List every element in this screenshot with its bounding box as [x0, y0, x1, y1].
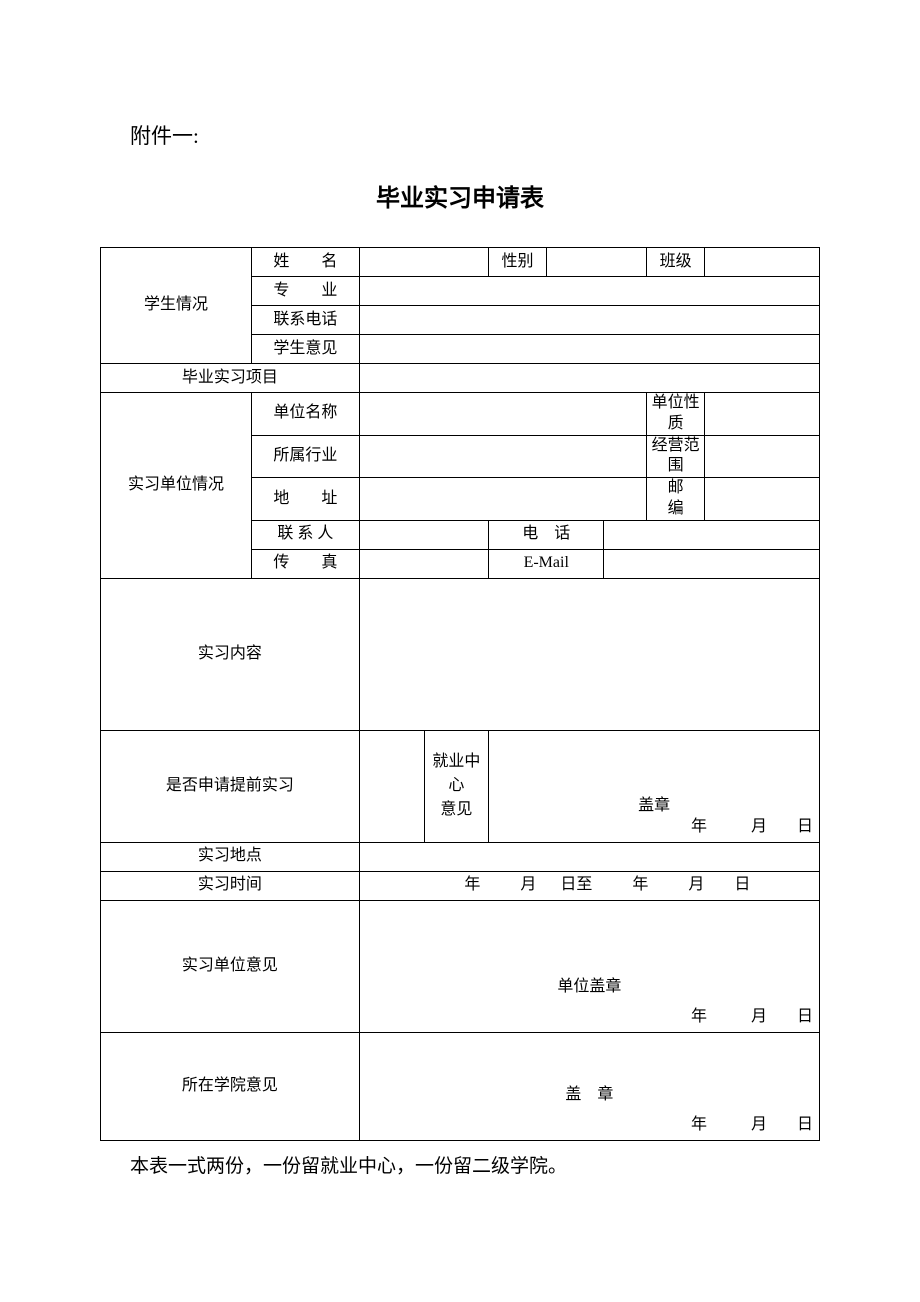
field-address[interactable] [359, 478, 647, 521]
field-project[interactable] [359, 364, 819, 393]
label-student-opinion: 学生意见 [251, 335, 359, 364]
date-line: 年 月 日 [489, 817, 819, 838]
label-contact: 联 系 人 [251, 520, 359, 549]
field-gender[interactable] [546, 248, 647, 277]
label-content: 实习内容 [101, 578, 360, 730]
field-center-opinion[interactable]: 盖章 年 月 日 [489, 730, 820, 842]
label-gender: 性别 [489, 248, 547, 277]
label-unit-opinion: 实习单位意见 [101, 900, 360, 1032]
field-class[interactable] [704, 248, 819, 277]
label-project: 毕业实习项目 [101, 364, 360, 393]
application-form-table: 学生情况 姓 名 性别 班级 专 业 联系电话 学生意见 毕业实习项目 实习单位… [100, 247, 820, 1141]
page-title: 毕业实习申请表 [100, 178, 820, 213]
label-center-opinion: 就业中心 意见 [424, 730, 489, 842]
label-college-opinion: 所在学院意见 [101, 1032, 360, 1140]
field-major[interactable] [359, 277, 819, 306]
field-college-opinion[interactable]: 盖 章 年 月 日 [359, 1032, 819, 1140]
label-name: 姓 名 [251, 248, 359, 277]
date-line: 年 月 日 [360, 1007, 819, 1028]
field-name[interactable] [359, 248, 488, 277]
field-early-apply[interactable] [359, 730, 424, 842]
field-industry[interactable] [359, 435, 647, 478]
footer-note: 本表一式两份，一份留就业中心，一份留二级学院。 [130, 1151, 820, 1178]
label-unit-name: 单位名称 [251, 393, 359, 436]
field-postcode[interactable] [704, 478, 819, 521]
label-tel: 电 话 [489, 520, 604, 549]
field-phone[interactable] [359, 306, 819, 335]
field-unit-nature[interactable] [704, 393, 819, 436]
field-student-opinion[interactable] [359, 335, 819, 364]
attachment-label: 附件一: [130, 120, 820, 150]
date-line: 年 月 日 [360, 1115, 819, 1136]
label-location: 实习地点 [101, 842, 360, 871]
label-class: 班级 [647, 248, 705, 277]
field-location[interactable] [359, 842, 819, 871]
field-time[interactable]: 年 月 日至 年 月 日 [359, 871, 819, 900]
label-early-apply: 是否申请提前实习 [101, 730, 360, 842]
stamp-label: 盖章 [489, 796, 819, 817]
field-email[interactable] [604, 549, 820, 578]
label-major: 专 业 [251, 277, 359, 306]
label-industry: 所属行业 [251, 435, 359, 478]
label-fax: 传 真 [251, 549, 359, 578]
field-unit-name[interactable] [359, 393, 647, 436]
label-postcode: 邮 编 [647, 478, 705, 521]
label-address: 地 址 [251, 478, 359, 521]
label-time: 实习时间 [101, 871, 360, 900]
field-tel[interactable] [604, 520, 820, 549]
college-stamp-label: 盖 章 [360, 1085, 819, 1106]
label-phone: 联系电话 [251, 306, 359, 335]
unit-stamp-label: 单位盖章 [360, 977, 819, 998]
field-scope[interactable] [704, 435, 819, 478]
label-unit-nature: 单位性质 [647, 393, 705, 436]
field-contact[interactable] [359, 520, 488, 549]
label-scope: 经营范围 [647, 435, 705, 478]
field-fax[interactable] [359, 549, 488, 578]
field-content[interactable] [359, 578, 819, 730]
field-unit-opinion[interactable]: 单位盖章 年 月 日 [359, 900, 819, 1032]
label-unit-info: 实习单位情况 [101, 393, 252, 579]
label-student-info: 学生情况 [101, 248, 252, 364]
label-email: E-Mail [489, 549, 604, 578]
